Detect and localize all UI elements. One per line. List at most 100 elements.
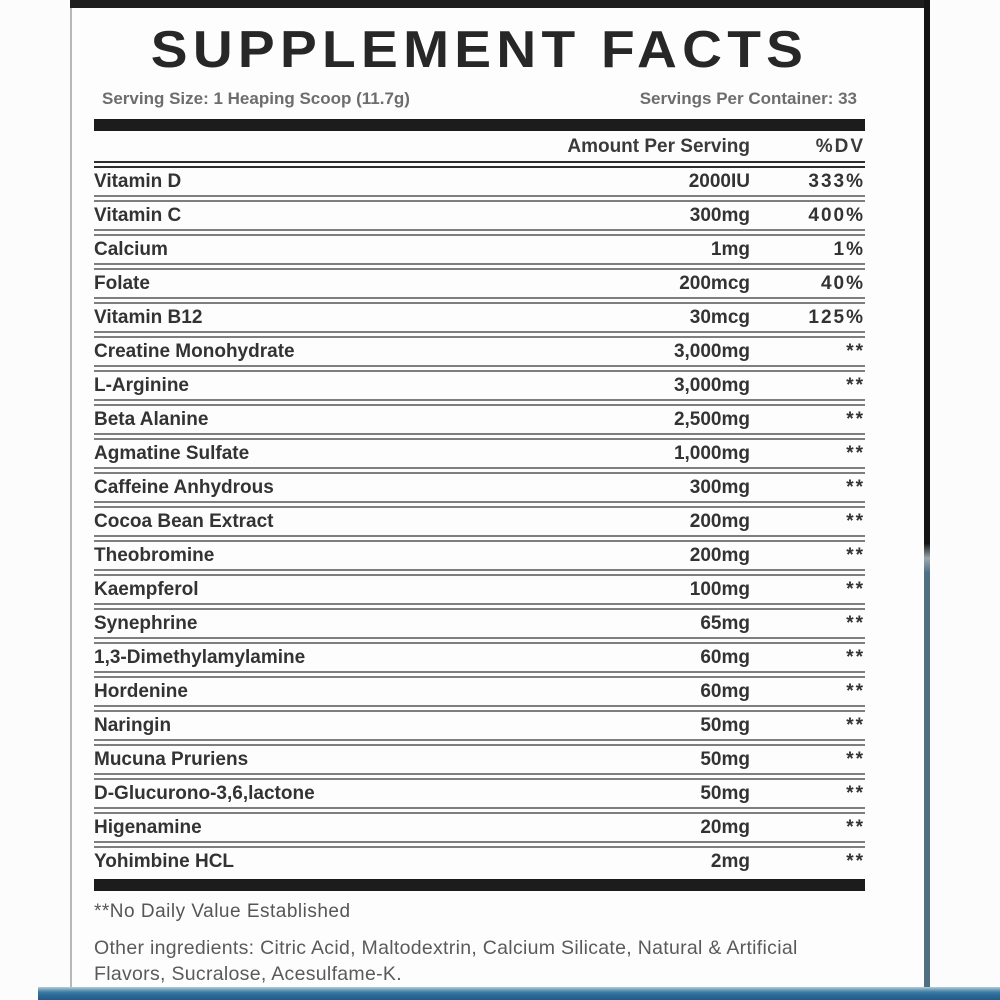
ingredient-amount: 50mg [700, 714, 750, 736]
other-ingredients: Other ingredients: Citric Acid, Maltodex… [94, 937, 798, 985]
ingredient-amount: 3,000mg [673, 374, 750, 396]
ingredient-name: Hordenine [94, 680, 188, 702]
ingredient-name: Beta Alanine [94, 408, 209, 430]
ingredient-name: Vitamin B12 [94, 306, 203, 328]
table-row: Agmatine Sulfate 1,000mg ** [94, 440, 865, 474]
ingredient-dv: ** [846, 374, 865, 396]
header-top-rule [94, 119, 865, 131]
table-row: Calcium 1mg 1% [94, 236, 865, 270]
ingredient-dv: ** [846, 510, 865, 532]
ingredient-amount: 1mg [710, 238, 750, 260]
table-row: Vitamin D 2000IU 333% [94, 168, 865, 202]
ingredient-dv: 333% [808, 170, 865, 192]
dv-footnote: **No Daily Value Established [94, 901, 351, 922]
table-row: Kaempferol 100mg ** [94, 576, 865, 610]
ingredient-dv: ** [846, 714, 865, 736]
table-row: Beta Alanine 2,500mg ** [94, 406, 865, 440]
ingredient-name: Vitamin C [94, 204, 182, 226]
ingredient-name: Synephrine [94, 612, 198, 634]
ingredient-name: D-Glucurono-3,6,lactone [94, 782, 315, 804]
ingredient-dv: ** [846, 544, 865, 566]
ingredient-amount: 20mg [700, 816, 750, 838]
ingredient-dv: ** [846, 816, 865, 838]
table-row: 1,3-Dimethylamylamine 60mg ** [94, 644, 865, 678]
ingredient-amount: 1,000mg [673, 442, 750, 464]
ingredient-dv: ** [846, 748, 865, 770]
ingredient-amount: 65mg [700, 612, 750, 634]
table-row: Vitamin B12 30mcg 125% [94, 304, 865, 338]
header-percent-dv: %DV [815, 136, 865, 157]
ingredient-amount: 50mg [700, 748, 750, 770]
supplement-facts-panel: SUPPLEMENT FACTS Serving Size: 1 Heaping… [70, 0, 923, 988]
ingredient-dv: ** [846, 442, 865, 464]
ingredient-dv: 40% [820, 272, 865, 294]
servings-per-container: Servings Per Container: 33 [639, 89, 857, 108]
ingredient-name: Mucuna Pruriens [94, 748, 249, 770]
table-row: Caffeine Anhydrous 300mg ** [94, 474, 865, 508]
ingredient-amount: 30mcg [689, 306, 750, 328]
serving-info: Serving Size: 1 Heaping Scoop (11.7g) Se… [94, 89, 865, 109]
table-row: Yohimbine HCL 2mg ** [94, 848, 865, 875]
ingredient-amount: 50mg [700, 782, 750, 804]
table-row: Creatine Monohydrate 3,000mg ** [94, 338, 865, 372]
ingredient-dv: ** [846, 408, 865, 430]
ingredient-dv: ** [846, 612, 865, 634]
ingredient-name: Naringin [94, 714, 172, 736]
ingredient-name: Higenamine [94, 816, 202, 838]
ingredient-name: Theobromine [94, 544, 215, 566]
ingredient-dv: 400% [808, 204, 865, 226]
ingredient-table: Vitamin D 2000IU 333% Vitamin C 300mg 40… [94, 168, 865, 875]
table-row: Mucuna Pruriens 50mg ** [94, 746, 865, 780]
table-row: D-Glucurono-3,6,lactone 50mg ** [94, 780, 865, 814]
ingredient-amount: 60mg [700, 646, 750, 668]
table-bottom-rule [94, 879, 865, 891]
ingredient-name: Creatine Monohydrate [94, 340, 295, 362]
ingredient-amount: 2000IU [688, 170, 750, 192]
ingredient-amount: 300mg [689, 204, 750, 226]
table-row: Synephrine 65mg ** [94, 610, 865, 644]
table-row: L-Arginine 3,000mg ** [94, 372, 865, 406]
ingredient-name: L-Arginine [94, 374, 189, 396]
ingredient-dv: ** [846, 476, 865, 498]
ingredient-amount: 200mcg [679, 272, 750, 294]
ingredient-name: Cocoa Bean Extract [94, 510, 274, 532]
table-header-row: Amount Per Serving %DV [94, 133, 865, 168]
ingredient-name: Agmatine Sulfate [94, 442, 250, 464]
table-row: Theobromine 200mg ** [94, 542, 865, 576]
bottom-accent-bar [38, 987, 1000, 1000]
header-amount-per-serving: Amount Per Serving [567, 136, 750, 157]
ingredient-name: Kaempferol [94, 578, 199, 600]
ingredient-dv: ** [846, 646, 865, 668]
panel-title: SUPPLEMENT FACTS [150, 21, 809, 79]
ingredient-dv: ** [846, 680, 865, 702]
ingredient-amount: 200mg [689, 510, 750, 532]
table-row: Higenamine 20mg ** [94, 814, 865, 848]
ingredient-amount: 60mg [700, 680, 750, 702]
ingredient-name: Yohimbine HCL [94, 850, 235, 872]
ingredient-name: Folate [94, 272, 150, 294]
table-row: Hordenine 60mg ** [94, 678, 865, 712]
ingredient-amount: 200mg [689, 544, 750, 566]
ingredient-dv: ** [846, 782, 865, 804]
top-border-bar [70, 0, 930, 8]
ingredient-name: Caffeine Anhydrous [94, 476, 274, 498]
ingredient-name: 1,3-Dimethylamylamine [94, 646, 306, 668]
ingredient-amount: 300mg [689, 476, 750, 498]
ingredient-amount: 2,500mg [673, 408, 750, 430]
ingredient-amount: 2mg [710, 850, 750, 872]
right-border-bar [924, 0, 930, 988]
table-row: Cocoa Bean Extract 200mg ** [94, 508, 865, 542]
table-row: Vitamin C 300mg 400% [94, 202, 865, 236]
ingredient-dv: ** [846, 850, 865, 872]
table-row: Folate 200mcg 40% [94, 270, 865, 304]
ingredient-amount: 3,000mg [673, 340, 750, 362]
ingredient-name: Vitamin D [94, 170, 182, 192]
table-row: Naringin 50mg ** [94, 712, 865, 746]
ingredient-dv: ** [846, 578, 865, 600]
ingredient-dv: ** [846, 340, 865, 362]
serving-size: Serving Size: 1 Heaping Scoop (11.7g) [102, 89, 410, 108]
ingredient-dv: 125% [808, 306, 865, 328]
ingredient-dv: 1% [833, 238, 865, 260]
ingredient-name: Calcium [94, 238, 168, 260]
